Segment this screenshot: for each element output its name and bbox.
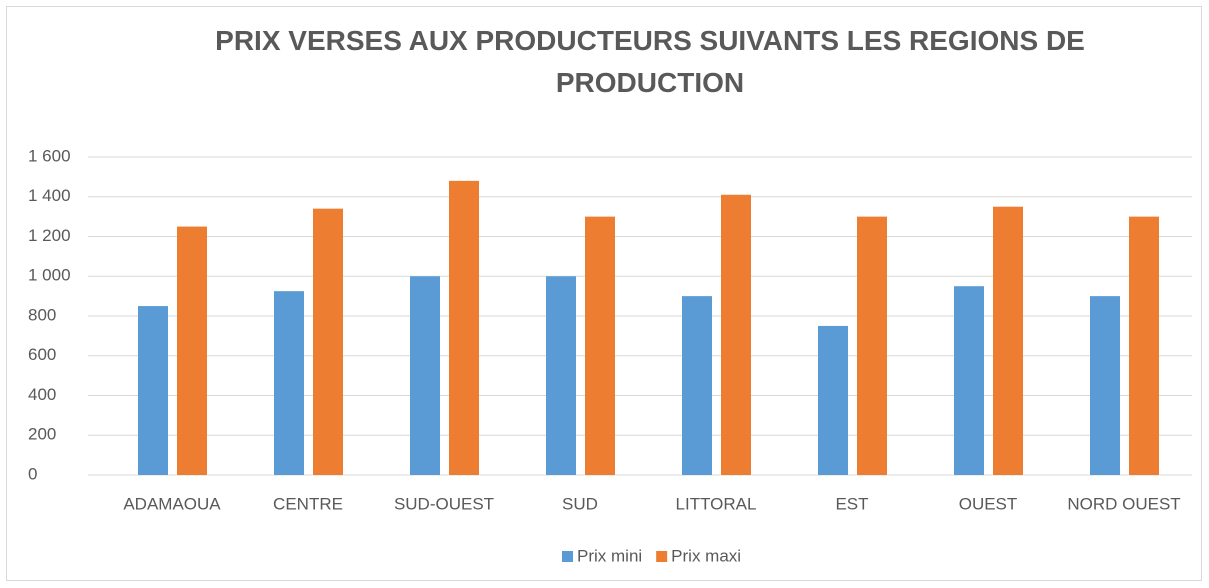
x-tick-label: CENTRE — [273, 494, 343, 513]
bar — [818, 325, 848, 475]
chart-border — [6, 6, 1202, 581]
bar — [274, 291, 304, 475]
bar — [1090, 296, 1120, 475]
y-tick-label: 400 — [28, 385, 56, 404]
y-tick-label: 800 — [28, 305, 56, 324]
bar — [857, 216, 887, 475]
legend-swatch — [562, 551, 573, 562]
x-tick-label: NORD OUEST — [1067, 494, 1180, 513]
bar — [449, 180, 479, 475]
y-tick-label: 1 600 — [28, 146, 71, 165]
legend-swatch — [656, 551, 668, 562]
bar — [954, 286, 984, 475]
bar — [721, 194, 751, 475]
x-tick-label: OUEST — [959, 494, 1018, 513]
bar — [1129, 216, 1159, 475]
y-tick-label: 600 — [28, 345, 56, 364]
x-tick-label: SUD-OUEST — [394, 494, 494, 513]
bar — [585, 216, 615, 475]
y-tick-label: 1 200 — [28, 226, 71, 245]
y-tick-label: 200 — [28, 425, 56, 444]
bar — [682, 296, 712, 475]
bar — [177, 226, 207, 475]
y-tick-label: 1 400 — [28, 186, 71, 205]
bar — [993, 206, 1023, 475]
x-tick-label: ADAMAOUA — [123, 494, 221, 513]
x-tick-label: LITTORAL — [676, 494, 757, 513]
bar — [138, 306, 168, 475]
legend-label: Prix maxi — [671, 546, 741, 565]
x-tick-label: SUD — [562, 494, 598, 513]
x-tick-label: EST — [835, 494, 868, 513]
bar — [546, 276, 576, 475]
bar — [410, 276, 440, 475]
y-tick-label: 0 — [28, 464, 37, 483]
chart-title: PRIX VERSES AUX PRODUCTEURS SUIVANTS LES… — [215, 25, 1085, 98]
y-tick-label: 1 000 — [28, 266, 71, 285]
legend-label: Prix mini — [577, 546, 642, 565]
bar — [313, 208, 343, 476]
